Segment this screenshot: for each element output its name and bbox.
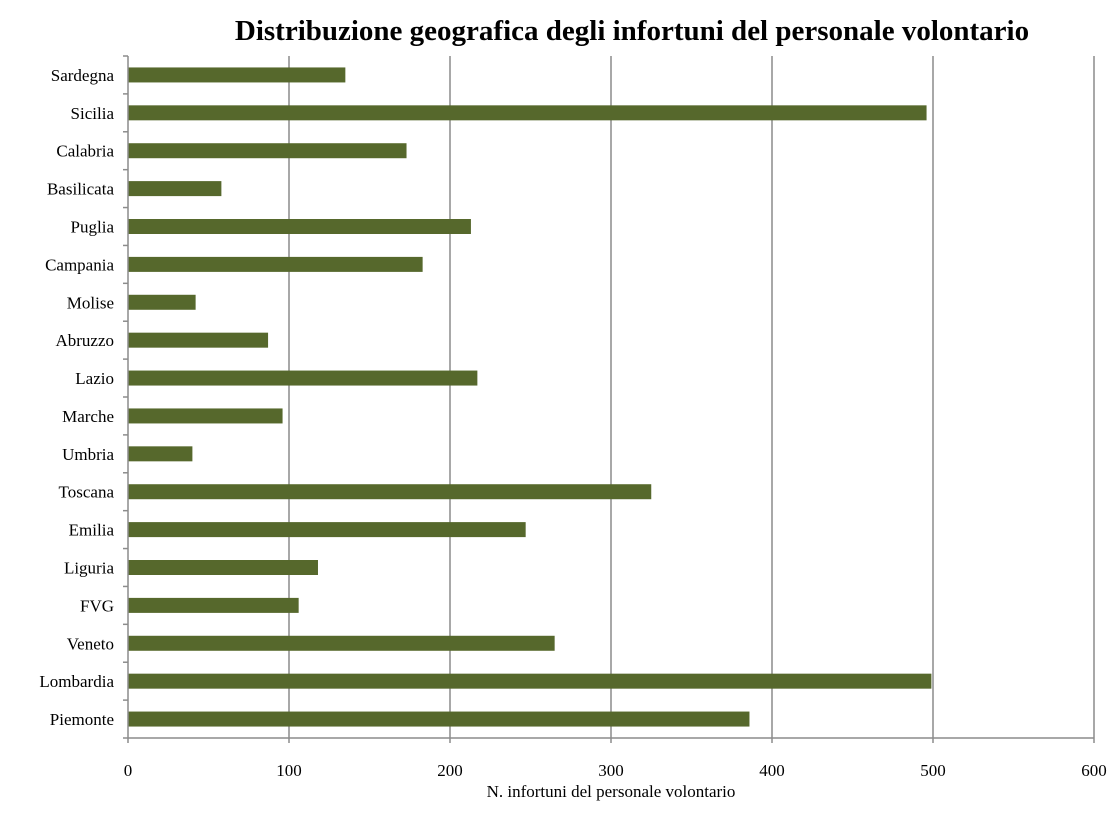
bar [128, 673, 932, 689]
category-label: Emilia [69, 521, 115, 540]
bar [128, 143, 407, 159]
bars [128, 67, 932, 727]
category-label: Campania [45, 255, 114, 274]
chart-title: Distribuzione geografica degli infortuni… [235, 15, 1029, 47]
category-label: Calabria [56, 142, 114, 161]
category-label: Piemonte [50, 710, 114, 729]
category-label: FVG [80, 596, 114, 615]
bar [128, 408, 283, 424]
category-label: Lazio [75, 369, 114, 388]
bar [128, 560, 318, 575]
x-tick-label: 100 [276, 761, 302, 780]
bar [128, 711, 750, 727]
category-label: Abruzzo [55, 331, 114, 350]
x-tick-labels: 0 100 200 300 400 500 600 [124, 761, 1107, 780]
bar [128, 181, 222, 197]
bar [128, 635, 555, 651]
x-tick-label: 600 [1081, 761, 1107, 780]
category-label: Basilicata [47, 180, 114, 199]
category-label: Lombardia [39, 672, 114, 691]
category-label: Liguria [64, 559, 114, 578]
bar [128, 484, 652, 500]
x-tick-label: 400 [759, 761, 785, 780]
category-label: Umbria [62, 445, 114, 464]
bar [128, 446, 193, 462]
category-label: Molise [67, 293, 114, 312]
x-axis-title: N. infortuni del personale volontario [487, 782, 736, 801]
category-label: Puglia [71, 218, 115, 237]
bar [128, 67, 346, 83]
axes [123, 55, 1095, 743]
x-tick-label: 0 [124, 761, 133, 780]
gridlines [288, 56, 1095, 738]
bar [128, 597, 299, 613]
category-labels: Piemonte Lombardia Veneto FVG Liguria Emilia T… [39, 66, 114, 729]
x-tick-label: 200 [437, 761, 463, 780]
bar [128, 522, 526, 538]
category-label: Sardegna [51, 66, 115, 85]
bar [128, 294, 196, 310]
category-label: Toscana [59, 483, 115, 502]
category-label: Marche [62, 407, 114, 426]
category-label: Veneto [67, 634, 114, 653]
bar [128, 370, 478, 386]
bar [128, 105, 927, 121]
x-tick-label: 500 [920, 761, 946, 780]
category-label: Sicilia [71, 104, 115, 123]
x-tick-label: 300 [598, 761, 624, 780]
bar [128, 256, 423, 272]
bar [128, 219, 471, 234]
bar [128, 332, 269, 348]
